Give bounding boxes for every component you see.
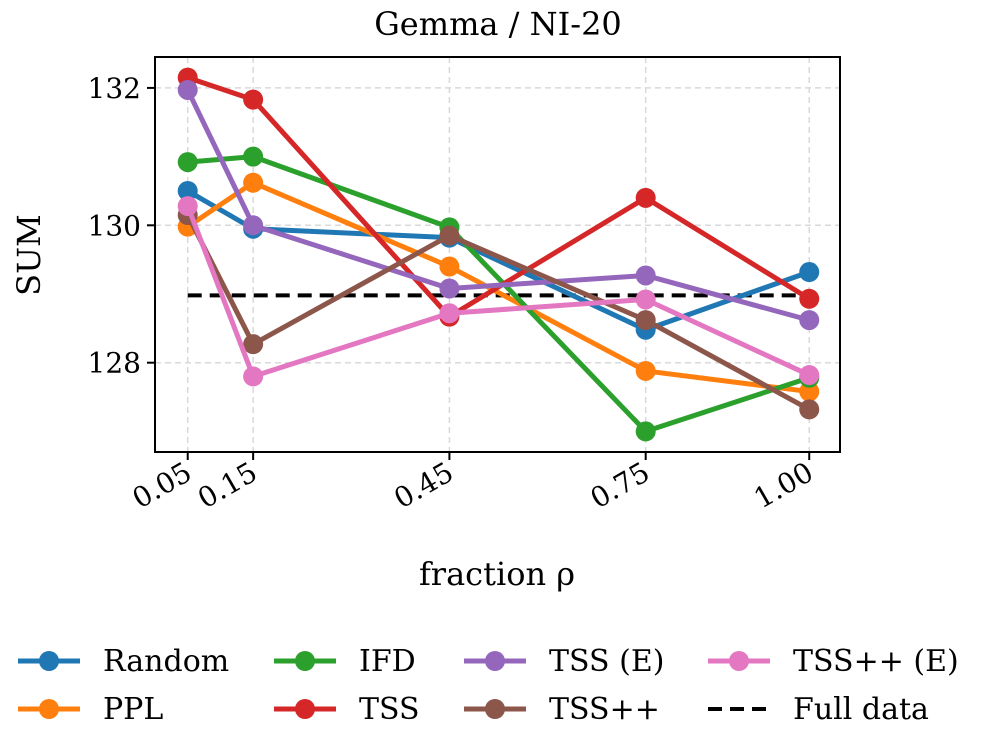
- legend-entry: TSS: [274, 692, 420, 727]
- legend: Random PPL IFD TSS TSS (E) TSS++ TSS++ (E) Full…: [18, 644, 959, 727]
- legend-entry: TSS (E): [464, 644, 664, 679]
- data-point: [799, 399, 820, 420]
- data-point: [243, 334, 264, 355]
- y-axis-label: SUM: [10, 214, 48, 296]
- y-tick-label: 130: [88, 209, 141, 242]
- legend-marker: [485, 651, 505, 671]
- plot-area-frame: [154, 56, 841, 453]
- legend-entry: IFD: [274, 644, 416, 679]
- data-point: [635, 289, 656, 310]
- legend-marker: [39, 699, 59, 719]
- legend-label: TSS++: [549, 692, 660, 727]
- legend-entry: TSS++: [464, 692, 660, 727]
- legend-label: Random: [103, 644, 229, 679]
- series-tss-e: [177, 79, 820, 331]
- legend-marker: [295, 699, 315, 719]
- legend-entry: PPL: [18, 692, 163, 727]
- data-point: [635, 310, 656, 331]
- x-tick-label: 0.15: [192, 455, 262, 515]
- x-tick-label: 0.45: [388, 455, 458, 515]
- series-tss-e: [177, 196, 820, 387]
- data-point: [243, 215, 264, 236]
- x-tick-label: 0.05: [127, 455, 197, 515]
- data-point: [243, 366, 264, 387]
- legend-entry: Full data: [708, 692, 929, 727]
- data-point: [439, 303, 460, 324]
- legend-label: TSS: [359, 692, 420, 727]
- y-axis: 128 130 132: [88, 72, 155, 380]
- series-tss: [177, 67, 820, 327]
- legend-marker: [729, 651, 749, 671]
- data-point: [799, 381, 820, 402]
- legend-label: Full data: [793, 692, 929, 727]
- data-point: [177, 196, 198, 217]
- data-point: [635, 265, 656, 286]
- data-point: [635, 187, 656, 208]
- data-point: [439, 278, 460, 299]
- legend-label: TSS (E): [549, 644, 664, 679]
- x-tick-label: 1.00: [748, 455, 818, 515]
- legend-entry: TSS++ (E): [708, 644, 959, 679]
- legend-marker: [295, 651, 315, 671]
- data-point: [799, 310, 820, 331]
- data-point: [243, 172, 264, 193]
- x-axis: 0.050.15 0.45 0.75 1.00: [127, 452, 819, 515]
- legend-marker: [485, 699, 505, 719]
- series-ppl: [177, 172, 820, 402]
- series-line: [185, 88, 810, 323]
- series-layer: [177, 67, 820, 442]
- data-point: [243, 146, 264, 167]
- data-point: [635, 421, 656, 442]
- y-tick-label: 132: [88, 72, 141, 105]
- data-point: [799, 262, 820, 283]
- data-point: [177, 79, 198, 100]
- series-random: [177, 180, 820, 340]
- legend-label: PPL: [103, 692, 163, 727]
- data-point: [177, 180, 198, 201]
- x-axis-label: fraction ρ: [419, 555, 575, 593]
- data-point: [243, 89, 264, 110]
- legend-entry: Random: [18, 644, 229, 679]
- data-point: [799, 288, 820, 309]
- legend-marker: [39, 651, 59, 671]
- data-point: [635, 360, 656, 381]
- data-point: [799, 365, 820, 386]
- x-tick-label: 0.75: [585, 455, 655, 515]
- data-point: [439, 225, 460, 246]
- legend-label: IFD: [359, 644, 416, 679]
- data-point: [439, 256, 460, 277]
- data-point: [177, 152, 198, 173]
- y-tick-label: 128: [88, 347, 141, 380]
- legend-label: TSS++ (E): [793, 644, 959, 679]
- chart-title: Gemma / NI-20: [374, 5, 622, 43]
